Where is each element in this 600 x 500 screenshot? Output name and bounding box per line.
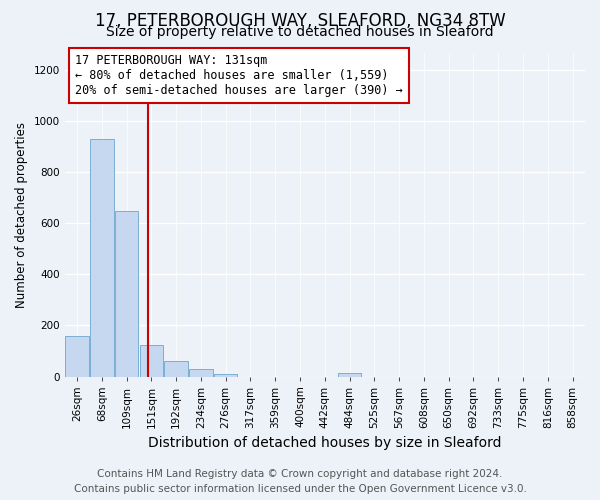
Bar [164,361,188,376]
Bar [189,370,213,376]
Bar [338,372,361,376]
Text: 17, PETERBOROUGH WAY, SLEAFORD, NG34 8TW: 17, PETERBOROUGH WAY, SLEAFORD, NG34 8TW [95,12,505,30]
Bar [140,344,163,376]
Bar [115,210,139,376]
Text: 17 PETERBOROUGH WAY: 131sqm
← 80% of detached houses are smaller (1,559)
20% of : 17 PETERBOROUGH WAY: 131sqm ← 80% of det… [75,54,403,97]
Text: Size of property relative to detached houses in Sleaford: Size of property relative to detached ho… [106,25,494,39]
Bar [214,374,238,376]
Y-axis label: Number of detached properties: Number of detached properties [15,122,28,308]
Text: Contains HM Land Registry data © Crown copyright and database right 2024.
Contai: Contains HM Land Registry data © Crown c… [74,469,526,494]
Bar [65,336,89,376]
X-axis label: Distribution of detached houses by size in Sleaford: Distribution of detached houses by size … [148,436,502,450]
Bar [90,139,113,376]
